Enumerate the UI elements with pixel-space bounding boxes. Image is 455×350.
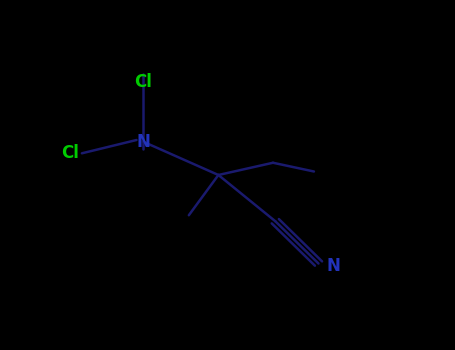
Text: N: N bbox=[327, 257, 340, 275]
Text: Cl: Cl bbox=[61, 144, 80, 162]
Text: Cl: Cl bbox=[134, 73, 152, 91]
Text: N: N bbox=[136, 133, 150, 151]
